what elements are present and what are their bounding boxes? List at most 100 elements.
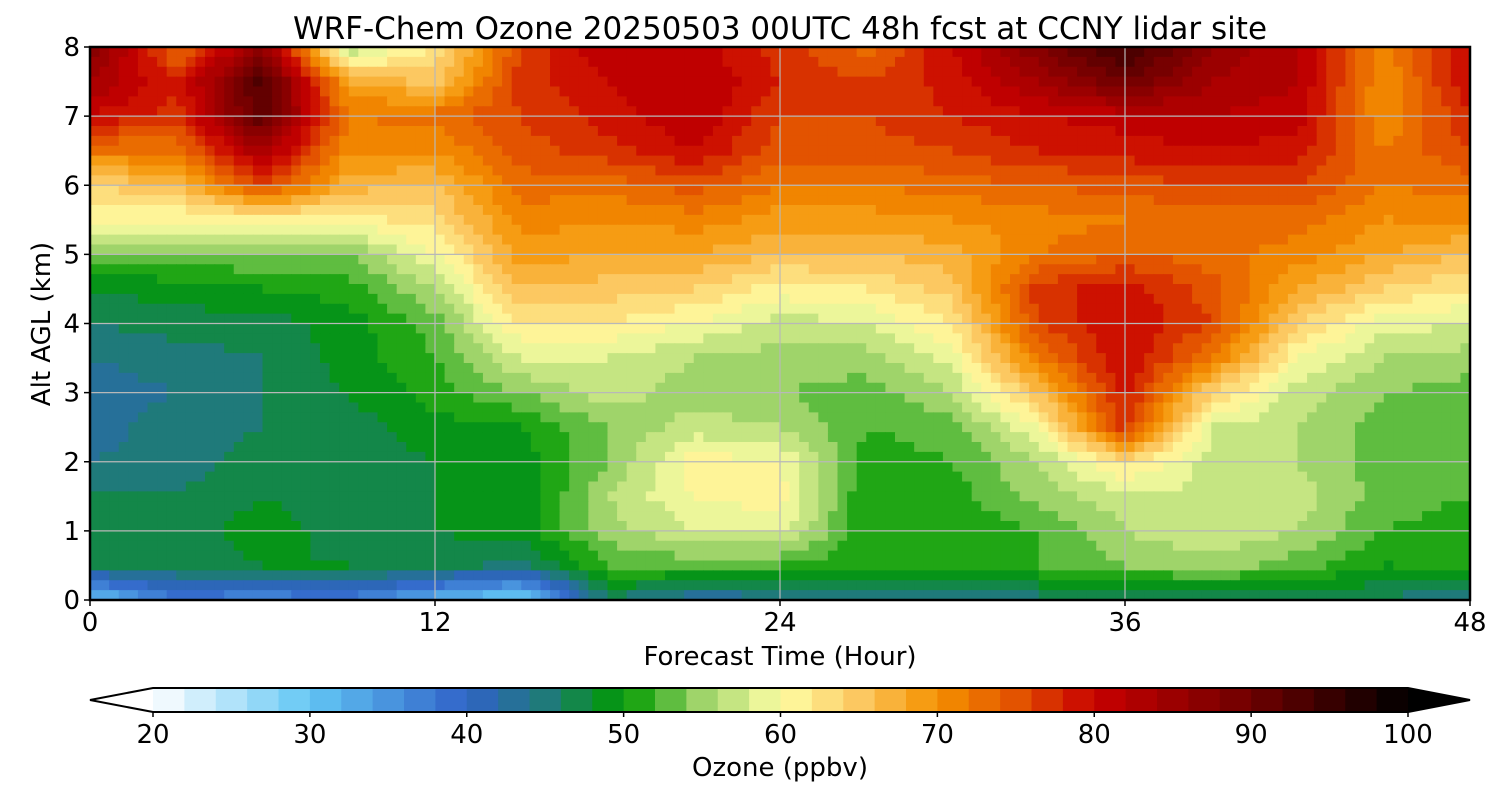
field-cell bbox=[684, 244, 695, 255]
field-cell bbox=[310, 106, 321, 117]
field-cell bbox=[1010, 224, 1021, 236]
field-cell bbox=[502, 126, 513, 137]
field-cell bbox=[444, 165, 455, 176]
field-cell bbox=[195, 224, 206, 236]
field-cell bbox=[789, 333, 800, 344]
field-cell bbox=[1383, 234, 1394, 246]
field-cell bbox=[617, 135, 628, 147]
field-cell bbox=[1249, 313, 1260, 325]
field-cell bbox=[329, 86, 340, 97]
field-cell bbox=[1105, 264, 1117, 275]
field-cell bbox=[214, 66, 225, 78]
field-cell bbox=[760, 234, 772, 246]
field-cell bbox=[923, 126, 934, 137]
field-cell bbox=[1441, 185, 1452, 196]
field-cell bbox=[1029, 313, 1040, 325]
field-cell bbox=[703, 165, 714, 176]
field-cell bbox=[425, 145, 436, 157]
field-cell bbox=[942, 185, 954, 196]
field-cell bbox=[1431, 165, 1442, 176]
field-cell bbox=[425, 66, 436, 78]
field-cell bbox=[137, 264, 149, 275]
field-cell bbox=[339, 333, 350, 344]
field-cell bbox=[818, 76, 829, 88]
field-cell bbox=[482, 234, 494, 246]
field-cell bbox=[837, 264, 848, 275]
field-cell bbox=[233, 56, 244, 68]
field-cell bbox=[1431, 244, 1442, 255]
field-cell bbox=[99, 126, 110, 137]
field-cell bbox=[157, 76, 168, 88]
field-cell bbox=[597, 86, 609, 97]
field-cell bbox=[329, 47, 340, 58]
field-cell bbox=[1010, 363, 1021, 374]
field-cell bbox=[530, 205, 542, 216]
field-cell bbox=[674, 333, 685, 344]
field-cell bbox=[128, 363, 139, 374]
field-cell bbox=[473, 343, 484, 354]
field-cell bbox=[1345, 175, 1356, 186]
field-cell bbox=[1383, 126, 1394, 137]
field-cell bbox=[1057, 135, 1069, 147]
field-cell bbox=[885, 382, 896, 394]
field-cell bbox=[1249, 185, 1260, 196]
field-cell bbox=[1010, 106, 1021, 117]
field-cell bbox=[540, 175, 551, 186]
field-cell bbox=[789, 244, 800, 255]
field-cell bbox=[195, 293, 206, 305]
field-cell bbox=[875, 155, 887, 167]
field-cell bbox=[157, 264, 168, 275]
field-cell bbox=[962, 116, 973, 127]
field-cell bbox=[1297, 76, 1308, 88]
field-cell bbox=[377, 56, 388, 68]
field-cell bbox=[1192, 264, 1203, 275]
field-cell bbox=[550, 372, 561, 384]
field-cell bbox=[300, 175, 312, 186]
field-cell bbox=[137, 353, 149, 364]
field-cell bbox=[1335, 363, 1347, 374]
field-cell bbox=[1278, 254, 1289, 265]
field-cell bbox=[233, 303, 244, 315]
field-cell bbox=[1326, 293, 1337, 305]
field-cell bbox=[157, 106, 168, 117]
field-cell bbox=[166, 244, 177, 255]
field-cell bbox=[1220, 47, 1232, 58]
field-cell bbox=[300, 343, 312, 354]
field-cell bbox=[166, 224, 177, 236]
field-cell bbox=[1144, 323, 1155, 334]
field-cell bbox=[1240, 155, 1251, 167]
field-cell bbox=[722, 205, 733, 216]
field-cell bbox=[578, 185, 589, 196]
field-cell bbox=[463, 254, 474, 265]
field-cell bbox=[751, 274, 762, 285]
field-cell bbox=[1115, 224, 1126, 236]
field-cell bbox=[1038, 323, 1049, 334]
field-cell bbox=[214, 135, 225, 147]
field-cell bbox=[502, 303, 513, 315]
field-cell bbox=[655, 382, 666, 394]
field-cell bbox=[818, 234, 829, 246]
field-cell bbox=[904, 56, 915, 68]
field-cell bbox=[626, 116, 637, 127]
field-cell bbox=[655, 353, 666, 364]
field-cell bbox=[300, 126, 312, 137]
field-cell bbox=[866, 353, 877, 364]
field-cell bbox=[875, 313, 887, 325]
field-cell bbox=[933, 264, 944, 275]
field-cell bbox=[137, 214, 149, 226]
field-cell bbox=[444, 234, 455, 246]
field-cell bbox=[856, 66, 867, 78]
field-cell bbox=[626, 293, 637, 305]
field-cell bbox=[1326, 195, 1337, 206]
field-cell bbox=[1240, 66, 1251, 78]
field-cell bbox=[1268, 175, 1279, 186]
field-cell bbox=[751, 293, 762, 305]
field-cell bbox=[789, 106, 800, 117]
field-cell bbox=[1192, 106, 1203, 117]
field-cell bbox=[1364, 195, 1375, 206]
field-cell bbox=[875, 165, 887, 176]
field-cell bbox=[224, 205, 235, 216]
field-cell bbox=[1000, 274, 1011, 285]
field-cell bbox=[502, 293, 513, 305]
field-cell bbox=[933, 106, 944, 117]
